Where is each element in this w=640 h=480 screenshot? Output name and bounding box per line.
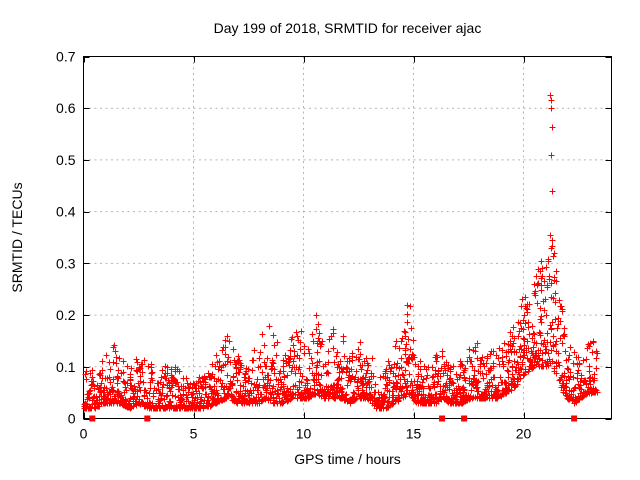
data-points	[81, 92, 601, 422]
x-tick-label: 0	[80, 426, 88, 442]
x-tick-label: 20	[516, 426, 532, 442]
x-tick-label: 5	[190, 426, 198, 442]
y-axis-label: SRMTID / TECUs	[9, 182, 25, 292]
x-tick-label: 10	[296, 426, 312, 442]
y-tick-label: 0.4	[56, 204, 76, 220]
grid-lines	[83, 56, 612, 419]
axes	[83, 56, 612, 420]
y-tick-label: 0.6	[56, 100, 76, 116]
zero-flag-square-marker	[439, 415, 446, 422]
zero-flag-square-marker	[571, 415, 578, 422]
y-tick-label: 0.1	[56, 359, 76, 375]
chart-title: Day 199 of 2018, SRMTID for receiver aja…	[214, 20, 482, 36]
y-tick-label: 0.3	[56, 255, 76, 271]
axis-tick-marks	[83, 56, 612, 420]
plot-border	[83, 56, 612, 419]
y-tick-label: 0.5	[56, 152, 76, 168]
y-tick-label: 0.7	[56, 49, 76, 65]
x-axis-label: GPS time / hours	[294, 451, 401, 467]
y-tick-label: 0	[68, 411, 76, 427]
x-tick-label: 15	[406, 426, 422, 442]
scatter-plus-markers	[81, 92, 601, 412]
zero-flag-square-marker	[461, 415, 468, 422]
labels: Day 199 of 2018, SRMTID for receiver aja…	[9, 20, 531, 467]
y-tick-label: 0.2	[56, 307, 76, 323]
zero-flag-square-marker	[144, 415, 151, 422]
zero-flag-square-marker	[89, 415, 96, 422]
